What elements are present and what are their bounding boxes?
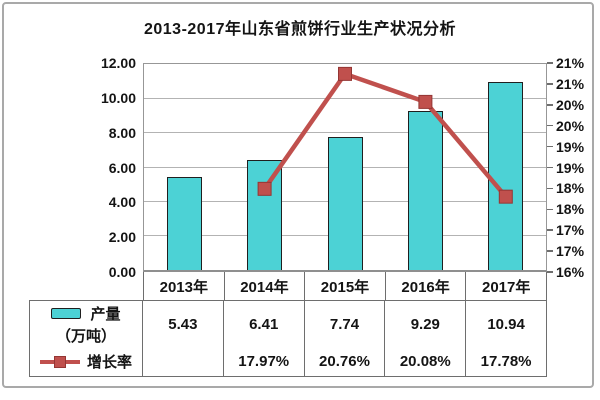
growth-value-cell: 20.08% [384, 348, 465, 376]
right-axis-label: 20% [556, 96, 585, 113]
production-value-cell: 5.43 [142, 301, 223, 349]
left-axis-label: 10.00 [100, 89, 136, 106]
right-axis-label: 16% [556, 264, 585, 280]
category-axis-row: 2013年 2014年 2015年 2016年 2017年 [143, 272, 547, 302]
left-axis-label: 4.00 [108, 194, 136, 211]
right-axis-label: 17% [556, 222, 585, 239]
right-axis-tick [547, 229, 553, 231]
growth-line-series [257, 66, 513, 204]
production-series-unit-label: （万吨） [55, 328, 116, 346]
chart-title: 2013-2017年山东省煎饼行业生产状况分析 [143, 21, 457, 38]
growth-marker [498, 189, 513, 204]
growth-value-cell: 17.97% [222, 348, 304, 376]
growth-series-label: 增长率 [86, 354, 132, 372]
right-axis-tick [547, 62, 553, 64]
growth-value-cell: 17.78% [465, 348, 546, 376]
right-percent-axis: 21% 21% 20% 20% 19% 19% 18% 18% 17% 17% 16% [547, 55, 599, 280]
gridline [144, 97, 546, 99]
category-label-cell: 2015年 [304, 272, 385, 301]
production-bar [166, 176, 202, 270]
left-axis-label: 0.00 [108, 264, 136, 280]
left-axis-label: 2.00 [108, 229, 136, 246]
right-axis-label: 21% [556, 55, 585, 71]
right-axis-tick [547, 271, 553, 273]
right-axis-tick [547, 124, 553, 127]
growth-marker [257, 181, 272, 196]
production-series-swatch-icon [51, 308, 82, 320]
category-label-cell: 2017年 [465, 272, 546, 301]
category-label-cell: 2013年 [159, 278, 208, 296]
right-axis-tick [547, 83, 553, 85]
category-label-cell: 2014年 [223, 272, 305, 301]
production-bar [407, 110, 443, 270]
growth-line [262, 71, 508, 199]
right-axis-tick [547, 250, 553, 252]
growth-value-cell [142, 348, 223, 376]
category-label-cell: 2016年 [384, 272, 466, 301]
right-axis-tick [547, 145, 553, 148]
growth-marker [418, 94, 433, 109]
production-value-cell: 9.29 [384, 301, 465, 349]
production-value-cell: 7.74 [303, 301, 385, 349]
production-table-row: 产量 （万吨） 5.43 6.41 7.74 9.29 10.94 [29, 300, 547, 350]
production-bar [327, 137, 363, 270]
production-value-cell: 10.94 [465, 301, 546, 349]
right-axis-label: 18% [556, 201, 585, 218]
growth-table-row: 增长率 17.97% 20.76% 20.08% 17.78% [29, 348, 547, 377]
left-axis-label: 8.00 [108, 124, 136, 141]
right-axis-label: 19% [556, 159, 585, 176]
production-series-label: 产量 [90, 306, 121, 324]
right-axis-tick [547, 166, 553, 169]
right-axis-label: 20% [556, 117, 585, 134]
plot-area [143, 63, 547, 272]
growth-marker-glyph [53, 355, 66, 368]
outer-frame [2, 2, 594, 388]
right-axis-label: 18% [556, 180, 585, 197]
legend-production: 产量 （万吨） [30, 301, 142, 349]
left-axis-label: 12.00 [100, 55, 136, 71]
growth-marker [338, 66, 352, 81]
right-axis-tick [547, 187, 553, 190]
production-value-cell: 6.41 [222, 301, 304, 349]
right-axis-tick [547, 208, 553, 211]
growth-value-cell: 20.76% [303, 348, 385, 376]
left-axis-label: 6.00 [108, 159, 136, 176]
right-axis-label: 21% [556, 75, 585, 92]
gridline [144, 132, 546, 134]
legend-growth: 增长率 [30, 348, 142, 376]
right-axis-label: 17% [556, 243, 585, 260]
growth-series-line-marker-icon [39, 355, 80, 369]
production-bar [247, 159, 283, 270]
left-value-axis: 12.00 10.00 8.00 6.00 4.00 2.00 0.00 [0, 55, 136, 280]
right-axis-tick [547, 104, 553, 106]
right-axis-label: 19% [556, 138, 585, 155]
